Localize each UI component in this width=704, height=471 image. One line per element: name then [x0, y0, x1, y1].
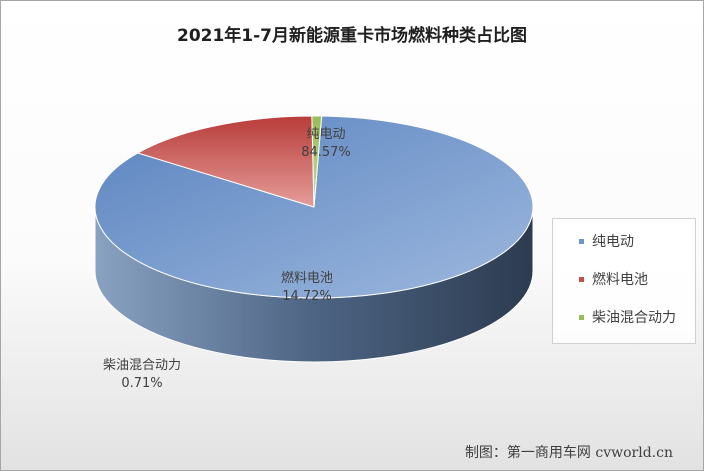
- slice-value-label: 84.57%: [301, 145, 351, 160]
- pie-slice: [311, 115, 323, 208]
- legend-item: 柴油混合动力: [579, 307, 676, 327]
- legend-label: 柴油混合动力: [592, 310, 676, 326]
- legend-label: 纯电动: [592, 234, 634, 250]
- legend-swatch-icon: [579, 314, 584, 320]
- pie-slice: [136, 115, 315, 208]
- legend-item: 纯电动: [579, 231, 634, 251]
- source-credit: 制图：第一商用车网 cvworld.cn: [464, 445, 673, 461]
- legend-item: 燃料电池: [579, 269, 648, 289]
- slice-value-label: 14.72%: [282, 289, 332, 304]
- chart-title: 2021年1-7月新能源重卡市场燃料种类占比图: [176, 26, 528, 46]
- slice-label: 柴油混合动力: [103, 358, 181, 373]
- slice-label: 燃料电池: [281, 270, 333, 286]
- legend: 纯电动 燃料电池 柴油混合动力: [552, 218, 696, 344]
- slice-label: 纯电动: [306, 127, 345, 142]
- slice-value-label: 0.71%: [121, 376, 162, 391]
- legend-swatch-icon: [579, 276, 584, 282]
- legend-label: 燃料电池: [592, 272, 648, 288]
- legend-swatch-icon: [579, 238, 584, 244]
